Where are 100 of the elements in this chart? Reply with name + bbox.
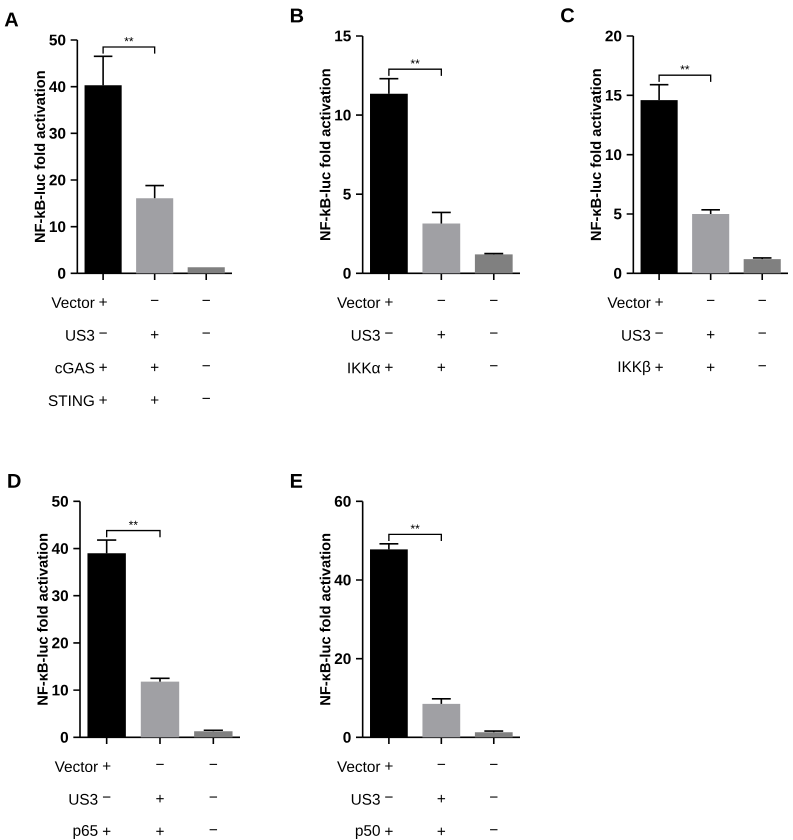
text: Vector [51, 297, 94, 308]
text: − [706, 300, 714, 301]
text: − [102, 796, 110, 798]
chart-title: D [8, 474, 20, 488]
bar [474, 254, 512, 274]
y-tick-label: 50 [49, 34, 66, 46]
text: − [385, 332, 392, 334]
text: − [758, 332, 766, 334]
y-tick-label: 10 [335, 110, 351, 121]
text: p65 [73, 825, 98, 839]
annotation: ** [128, 520, 138, 525]
text: + [437, 364, 445, 372]
text: + [385, 828, 392, 836]
text: Vector [336, 297, 380, 308]
y-tick-label: 15 [606, 90, 622, 101]
text: Vector [336, 761, 380, 772]
text: − [99, 332, 107, 334]
text: − [150, 300, 158, 301]
y-axis-title: NF-κB-luc fold activation [319, 534, 330, 705]
text: + [385, 762, 392, 770]
y-tick-label: 50 [52, 496, 68, 507]
text: − [490, 365, 498, 366]
text: + [706, 330, 714, 338]
annotation: ** [410, 59, 420, 64]
text: − [202, 398, 210, 399]
text: − [655, 332, 663, 334]
bar [744, 259, 781, 274]
y-tick-label: 5 [614, 208, 622, 220]
y-tick-label: 0 [343, 732, 351, 743]
y-tick-label: 40 [48, 81, 66, 92]
chart-title: B [290, 8, 303, 22]
text: US3 [69, 794, 98, 805]
text: + [150, 330, 158, 338]
annotation: ** [680, 65, 690, 70]
y-axis-title: NF-kB-luc fold activation [34, 71, 45, 242]
text: − [437, 764, 445, 765]
annotation: ** [410, 524, 420, 529]
text: − [490, 332, 498, 334]
text: + [99, 396, 107, 404]
text: − [209, 829, 217, 830]
y-tick-label: 10 [50, 221, 66, 232]
bar [194, 731, 232, 738]
y-tick-label: 60 [334, 496, 351, 507]
text: + [706, 364, 714, 372]
text: p50 [356, 825, 380, 839]
text: − [490, 796, 498, 798]
y-tick-label: 10 [606, 149, 622, 160]
chart-title: E [290, 474, 302, 488]
text: US3 [622, 330, 650, 341]
chart-title: A [4, 12, 18, 26]
text: + [102, 828, 110, 836]
text: Vector [54, 761, 98, 772]
text: + [437, 330, 445, 338]
y-tick-label: 0 [60, 732, 68, 743]
bar [474, 732, 512, 738]
y-tick-label: 20 [605, 30, 622, 42]
y-tick-label: 20 [334, 653, 351, 664]
y-tick-label: 20 [52, 638, 68, 648]
text: + [385, 364, 392, 372]
text: − [758, 365, 766, 366]
text: + [655, 364, 663, 372]
y-tick-label: 20 [49, 174, 66, 186]
text: US3 [352, 794, 380, 805]
y-tick-label: 30 [52, 590, 68, 602]
text: US3 [352, 330, 380, 341]
text: − [202, 300, 210, 301]
text: Vector [607, 297, 650, 308]
bar [692, 214, 730, 274]
text: + [385, 298, 392, 306]
text: + [437, 828, 445, 836]
text: − [209, 796, 217, 798]
bar [188, 267, 225, 274]
bar [136, 198, 174, 274]
text: cGAS [55, 362, 94, 374]
text: US3 [66, 330, 94, 341]
text: − [758, 300, 766, 301]
text: − [202, 365, 210, 366]
y-tick-label: 10 [52, 684, 68, 696]
text: − [385, 796, 392, 798]
text: − [490, 829, 498, 830]
y-tick-label: 0 [343, 268, 351, 279]
y-axis-title: NF-κB-luc fold activation [590, 69, 601, 240]
text: IKKα [348, 362, 380, 374]
bar [422, 223, 460, 274]
annotation: ** [124, 37, 134, 42]
text: − [437, 300, 445, 301]
text: − [156, 764, 164, 765]
y-tick-label: 15 [335, 30, 351, 42]
y-axis-title: NF-κB-luc fold activation [36, 534, 48, 705]
y-tick-label: 0 [58, 268, 66, 279]
text: STING [48, 395, 94, 406]
text: + [150, 396, 158, 404]
bar [140, 682, 180, 738]
y-tick-label: 40 [52, 543, 68, 554]
text: IKKβ [618, 360, 650, 376]
text: + [102, 762, 110, 770]
text: + [99, 364, 107, 372]
text: + [150, 364, 158, 372]
y-tick-label: 30 [49, 128, 66, 139]
text: + [156, 794, 164, 802]
